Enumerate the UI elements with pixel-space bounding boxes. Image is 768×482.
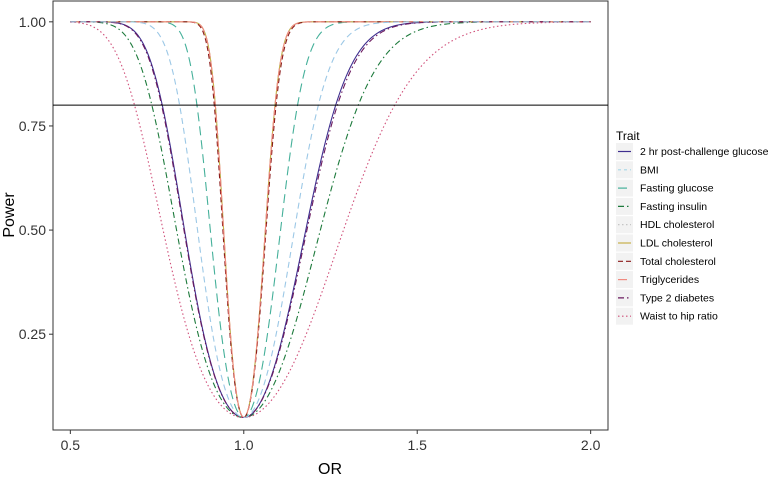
legend-label: BMI	[640, 164, 659, 176]
legend-label: Fasting glucose	[640, 183, 714, 195]
y-tick-label: 0.50	[19, 222, 46, 238]
x-tick-label: 0.5	[61, 437, 81, 453]
legend-label: Waist to hip ratio	[640, 311, 718, 323]
y-tick-label: 1.00	[19, 14, 46, 30]
series-line-10	[70, 21, 591, 419]
legend-label: 2 hr post-challenge glucose	[640, 146, 768, 158]
x-tick-label: 1.0	[234, 437, 254, 453]
x-axis: 0.5 1.0 1.5 2.0	[61, 430, 601, 453]
legend-label: LDL cholesterol	[640, 238, 713, 250]
legend-label: Type 2 diabetes	[640, 292, 714, 304]
legend-label: Total cholesterol	[640, 256, 716, 268]
legend-key-bg	[616, 307, 633, 325]
legend-title: Trait	[616, 129, 640, 143]
legend-key-bg	[616, 197, 633, 215]
x-axis-title: OR	[318, 461, 342, 478]
y-axis: 0.25 0.50 0.75 1.00	[19, 14, 53, 342]
y-axis-title: Power	[1, 192, 18, 238]
legend-label: Triglycerides	[640, 274, 699, 286]
legend-label: HDL cholesterol	[640, 219, 714, 231]
legend: Trait 2 hr post-challenge glucose BMI Fast…	[616, 129, 768, 325]
plot-panel	[52, 0, 609, 431]
series-lines	[70, 21, 591, 419]
legend-key-bg	[616, 252, 633, 270]
y-tick-label: 0.25	[19, 326, 46, 342]
x-tick-label: 2.0	[581, 437, 601, 453]
legend-key-bg	[616, 289, 633, 307]
legend-key-bg	[616, 216, 633, 234]
legend-label: Fasting insulin	[640, 201, 707, 213]
x-tick-label: 1.5	[407, 437, 427, 453]
y-tick-label: 0.75	[19, 118, 46, 134]
